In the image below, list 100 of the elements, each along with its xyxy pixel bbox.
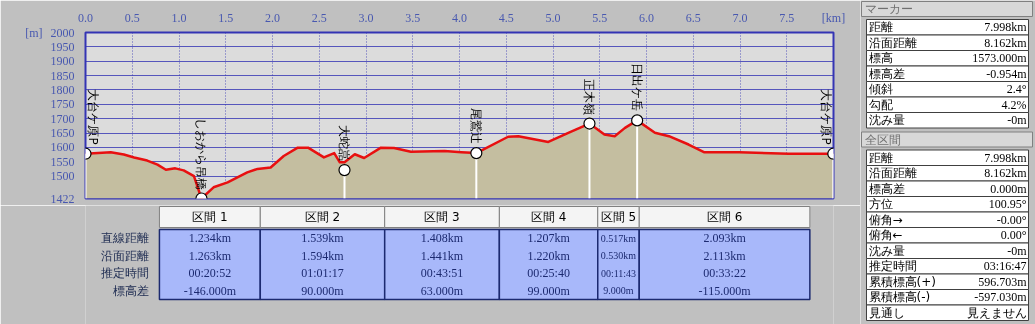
text: 2.4° — [1006, 82, 1027, 97]
category-label: 沈み量 — [868, 113, 905, 128]
text: -0m — [1007, 113, 1027, 128]
text: 0.530km — [600, 250, 637, 262]
text: 00:11:43 — [600, 267, 637, 279]
text: -146.000m — [183, 283, 237, 298]
text: 7.998km — [984, 150, 1027, 165]
x-axis-title: [km] — [821, 10, 846, 25]
category-label: 標高差 — [868, 66, 905, 81]
annotation: 大台ケ原P — [819, 89, 834, 145]
point — [470, 147, 483, 160]
category-label: 推定時間 — [101, 266, 150, 281]
text: 1.594km — [301, 248, 344, 263]
text: 1573.000m — [972, 51, 1027, 66]
x-tick-label: 3.5 — [405, 10, 421, 25]
category-label: 沿面距離 — [868, 166, 917, 181]
text: 1.539km — [301, 231, 344, 246]
text: 全区間 — [864, 132, 901, 147]
category-label: 推定時間 — [868, 259, 917, 274]
category-label: 俯角← — [868, 228, 903, 243]
category-label: 区間 4 — [530, 210, 567, 224]
x-tick-label: 7.5 — [779, 10, 795, 25]
text: 2.093km — [703, 231, 746, 246]
x-tick-label: 6.5 — [685, 10, 701, 25]
text: -0.954m — [986, 66, 1027, 81]
text: 1.207km — [527, 231, 570, 246]
annotation: 正木嶺 — [582, 78, 597, 115]
x-tick-label: 0.5 — [124, 10, 140, 25]
text: 00:33:22 — [703, 266, 746, 281]
text: 8.162km — [984, 35, 1027, 50]
annotation: 日出ケ岳 — [630, 63, 645, 112]
y-axis-title: [m] — [25, 25, 43, 40]
text: 1.263km — [188, 248, 232, 263]
category-label: 標高差 — [113, 283, 150, 298]
category-label: 直線距離 — [101, 231, 150, 246]
category-label: 区間 5 — [600, 210, 637, 224]
category-label: 見通し — [868, 305, 905, 320]
category-label: 傾斜 — [868, 82, 893, 97]
category-label: 俯角→ — [868, 212, 903, 227]
category-label: 方位 — [868, 197, 893, 212]
text: 7.998km — [984, 20, 1027, 35]
text: 8.162km — [984, 166, 1027, 181]
category-label: 距離 — [868, 150, 893, 165]
category-label: 沿面距離 — [101, 248, 150, 263]
category-label: 距離 — [868, 20, 893, 35]
y-tick-label: 1850 — [50, 68, 75, 83]
text: 00:43:51 — [420, 266, 464, 281]
text: マーカー — [864, 2, 913, 16]
category-label: 勾配 — [868, 97, 893, 112]
y-tick-label: 1500 — [50, 169, 75, 184]
point — [631, 114, 644, 127]
y-tick-label: 1550 — [50, 154, 75, 169]
category-label: 区間 1 — [192, 210, 228, 224]
x-tick-label: 1.0 — [171, 10, 187, 25]
y-tick-label: 1900 — [50, 54, 75, 69]
y-tick-label: 1800 — [50, 82, 75, 97]
y-tick-label: 2000 — [50, 25, 75, 40]
text: -597.030m — [974, 290, 1027, 305]
y-tick-label: 1700 — [50, 111, 75, 126]
x-tick-label: 7.0 — [732, 10, 748, 25]
text: 2.113km — [703, 248, 746, 263]
x-tick-label: 0.0 — [78, 10, 93, 25]
category-label: 沿面距離 — [868, 35, 917, 50]
text: 4.2% — [1001, 97, 1027, 112]
text: 596.703m — [978, 274, 1027, 289]
category-label: 累積標高(+) — [868, 274, 936, 289]
x-tick-label: 2.5 — [311, 10, 327, 25]
category-label: 沈み量 — [868, 243, 905, 258]
category-label: 累積標高(-) — [868, 290, 931, 305]
annotation: 大蛇嵓 — [337, 125, 352, 162]
category-label: 標高 — [868, 51, 893, 66]
text: -115.000m — [698, 283, 751, 298]
text: 見えません — [966, 305, 1027, 320]
text: 00:25:40 — [527, 266, 570, 281]
x-tick-label: 3.0 — [358, 10, 374, 25]
y-tick-label: 1600 — [50, 140, 75, 155]
y-tick-label: 1950 — [50, 39, 75, 54]
y-tick-label: 1650 — [50, 126, 75, 141]
point — [583, 117, 596, 130]
y-tick-label: 1750 — [50, 97, 75, 112]
x-tick-label: 5.0 — [545, 10, 561, 25]
text: 1.408km — [420, 231, 464, 246]
text: 0.517km — [600, 232, 637, 244]
x-tick-label: 5.5 — [592, 10, 608, 25]
text: 03:16:47 — [983, 259, 1027, 274]
x-tick-label: 2.0 — [265, 10, 280, 25]
category-label: 標高差 — [868, 181, 905, 196]
text: -0.00° — [996, 212, 1027, 227]
text: 1.441km — [420, 248, 464, 263]
text: 1.234km — [188, 231, 232, 246]
text: 63.000m — [420, 283, 464, 298]
point — [338, 163, 351, 177]
text: 100.95° — [988, 197, 1027, 212]
text: 01:01:17 — [301, 266, 344, 281]
text: 0.00° — [1000, 228, 1027, 243]
annotation: 大台ケ原P — [85, 89, 100, 145]
text: -0m — [1007, 243, 1027, 258]
annotation: しおから吊橋 — [194, 117, 209, 190]
x-tick-label: 4.5 — [498, 10, 514, 25]
text: 00:20:52 — [188, 266, 232, 281]
